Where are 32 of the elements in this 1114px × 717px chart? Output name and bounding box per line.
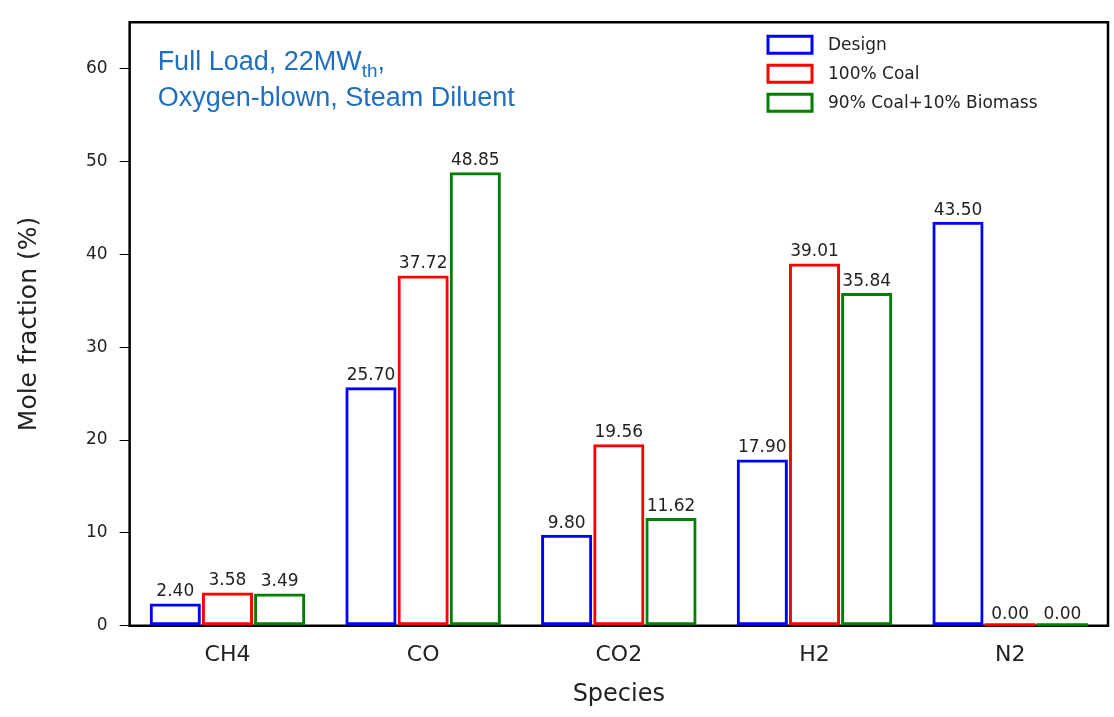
legend-label: 100% Coal: [828, 62, 920, 83]
data-label: 9.80: [547, 511, 586, 532]
legend-label: 90% Coal+10% Biomass: [828, 91, 1038, 112]
y-tick-label: 30: [85, 335, 108, 356]
x-tick-label: CO2: [595, 640, 643, 666]
y-axis-title: Mole fraction (%): [12, 216, 42, 432]
x-tick-label: CO: [406, 640, 440, 666]
y-tick-label: 60: [85, 57, 108, 78]
data-label: 17.90: [737, 436, 787, 457]
x-axis-title: Species: [572, 678, 665, 707]
y-tick-label: 0: [96, 614, 108, 635]
data-label: 39.01: [790, 240, 839, 261]
y-tick-label: 10: [85, 521, 108, 542]
data-label: 0.00: [1043, 602, 1082, 623]
y-tick-label: 40: [85, 242, 108, 263]
data-label: 25.70: [346, 364, 396, 385]
data-label: 3.49: [260, 570, 299, 591]
x-tick-label: H2: [799, 640, 830, 666]
x-tick-label: N2: [994, 640, 1026, 666]
data-label: 2.40: [156, 580, 195, 601]
data-label: 37.72: [398, 252, 448, 273]
data-label: 43.50: [933, 198, 983, 219]
data-label: 48.85: [450, 149, 500, 170]
data-label: 0.00: [991, 602, 1030, 623]
legend-label: Design: [828, 33, 887, 54]
y-tick-label: 20: [85, 428, 108, 449]
data-label: 19.56: [594, 421, 644, 442]
data-label: 35.84: [842, 269, 892, 290]
data-label: 3.58: [208, 569, 247, 590]
data-label: 11.62: [646, 494, 696, 515]
y-tick-label: 50: [85, 149, 108, 170]
x-tick-label: CH4: [204, 640, 251, 666]
